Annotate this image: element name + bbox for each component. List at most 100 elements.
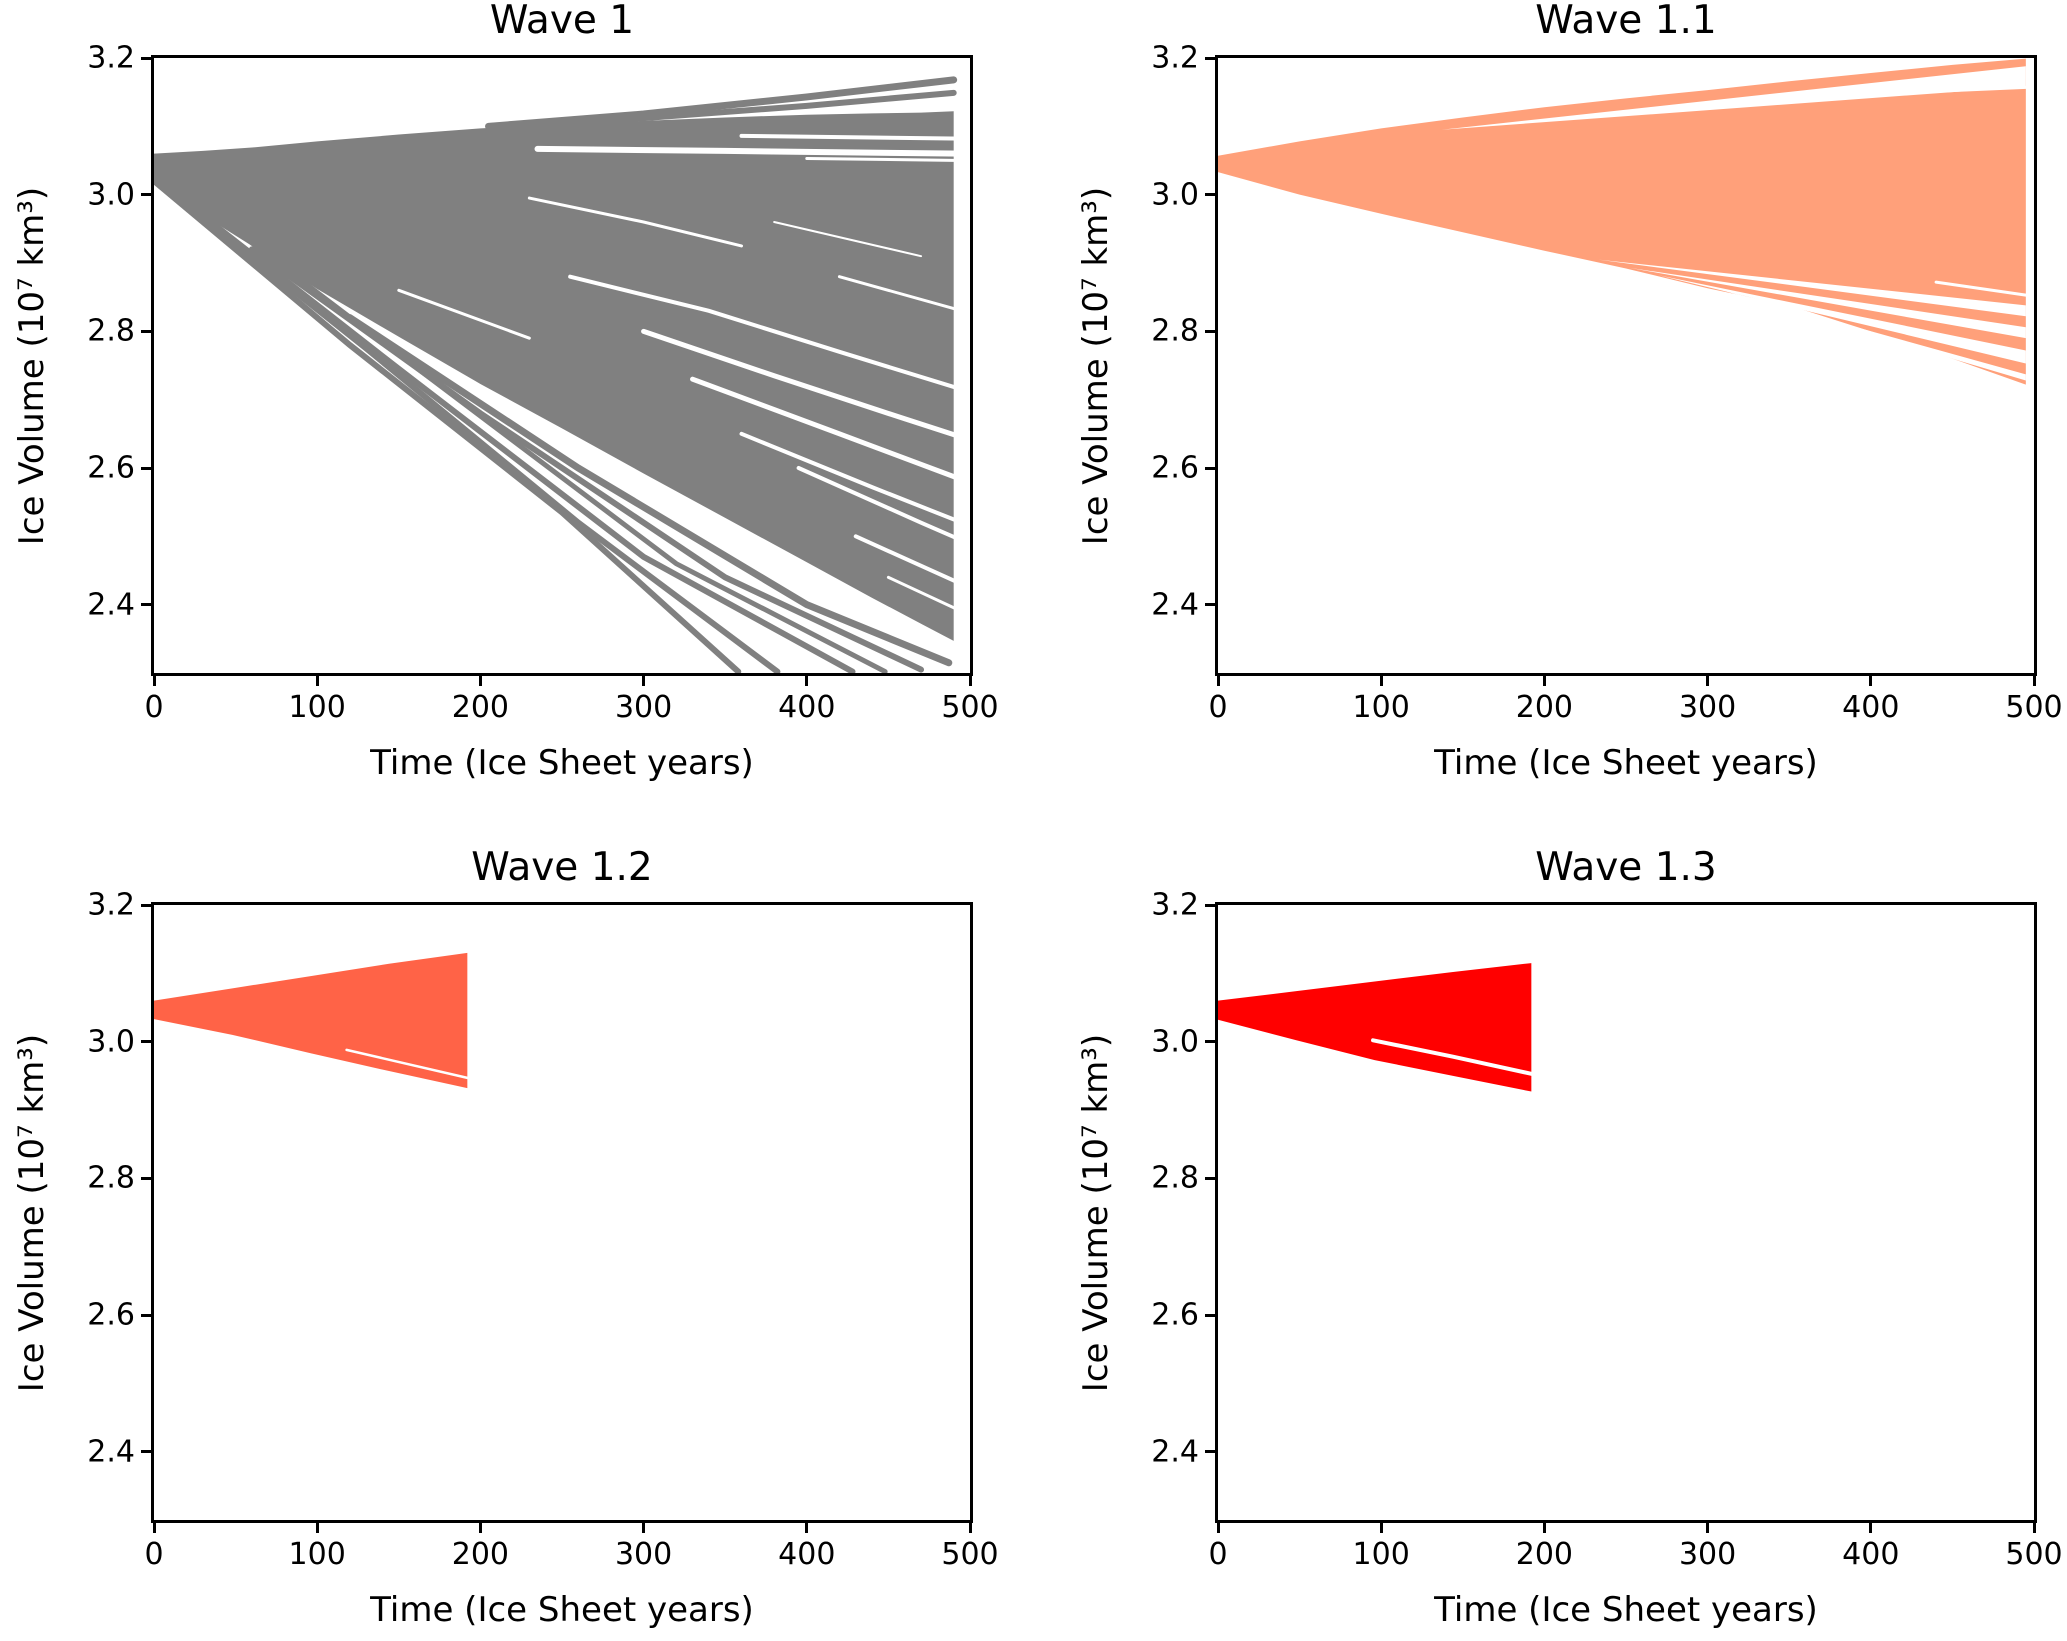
x-tick-label: 400 <box>1842 690 1900 725</box>
y-tick-label: 3.2 <box>1151 887 1199 923</box>
y-tick <box>1205 1176 1215 1180</box>
trajectory-gap-line <box>534 145 965 157</box>
y-tick-label: 2.6 <box>1151 1297 1199 1333</box>
x-tick-label: 500 <box>941 1537 999 1572</box>
x-tick <box>1869 676 1873 686</box>
x-tick <box>968 676 972 686</box>
x-tick-label: 0 <box>1208 690 1228 725</box>
x-tick <box>805 676 809 686</box>
subplot-title: Wave 1.2 <box>471 845 653 890</box>
y-tick <box>1205 1040 1215 1044</box>
y-tick <box>141 603 151 607</box>
trajectory-gap-line <box>739 133 964 141</box>
trajectory-fan-plot <box>1218 58 2028 385</box>
y-tick <box>1205 56 1215 60</box>
y-tick-label: 2.8 <box>87 1160 135 1196</box>
x-tick-label: 200 <box>1515 690 1574 725</box>
subplot-title: Wave 1.3 <box>1535 845 1717 890</box>
trajectory-fan-plot <box>154 76 965 673</box>
x-tick <box>315 1523 319 1533</box>
ensemble-envelope <box>1218 58 2026 385</box>
y-tick <box>1205 329 1215 333</box>
y-tick <box>141 1313 151 1317</box>
trajectory-gap-line <box>1934 280 2028 297</box>
trajectory-gap-line <box>739 431 964 525</box>
x-tick <box>1542 1523 1546 1533</box>
y-tick-label: 3.0 <box>1151 1024 1199 1060</box>
x-tick-label: 100 <box>1352 690 1410 725</box>
x-tick <box>478 1523 482 1533</box>
x-tick-label: 100 <box>1352 1537 1410 1572</box>
x-tick <box>1379 676 1383 686</box>
trajectory-gap-line <box>853 534 964 587</box>
subplot-wave-1-1: Wave 1.1 Ice Volume (10⁷ km³) Time (Ice … <box>1076 0 2063 783</box>
y-tick <box>141 329 151 333</box>
trajectory-line <box>346 314 953 667</box>
x-tick-label: 500 <box>2005 1537 2063 1572</box>
x-tick-label: 200 <box>451 690 510 725</box>
x-tick-label: 0 <box>144 690 164 725</box>
y-tick <box>141 1176 151 1180</box>
x-tick <box>1869 1523 1873 1533</box>
y-tick-label: 3.2 <box>87 887 135 923</box>
x-tick-label: 400 <box>778 1537 836 1572</box>
x-tick <box>642 676 646 686</box>
trajectory-gap-line <box>397 288 531 340</box>
y-axis-label: Ice Volume (10⁷ km³) <box>1076 186 1116 545</box>
x-tick <box>2032 676 2036 686</box>
x-tick-label: 200 <box>451 1537 510 1572</box>
subplot-wave-1-3: Wave 1.3 Ice Volume (10⁷ km³) Time (Ice … <box>1076 846 2063 1630</box>
trajectory-gap-line <box>837 275 964 313</box>
y-tick <box>1205 466 1215 470</box>
y-tick <box>141 1040 151 1044</box>
trajectory-gap-line <box>527 196 744 248</box>
y-tick-label: 2.8 <box>87 313 135 349</box>
subplot-wave-1: Wave 1 Ice Volume (10⁷ km³) Time (Ice Sh… <box>12 0 999 783</box>
y-tick-label: 3.2 <box>1151 40 1199 76</box>
y-tick <box>141 56 151 60</box>
subplot-wave-1-2: Wave 1.2 Ice Volume (10⁷ km³) Time (Ice … <box>12 846 999 1630</box>
y-tick <box>1205 1450 1215 1454</box>
y-tick-label: 3.0 <box>1151 177 1199 213</box>
x-tick-label: 400 <box>1842 1537 1900 1572</box>
trajectory-line <box>167 178 888 673</box>
x-tick-label: 500 <box>2005 690 2063 725</box>
x-tick <box>968 1523 972 1533</box>
trajectory-gap <box>1658 275 2026 364</box>
x-tick-label: 0 <box>144 1537 164 1572</box>
y-tick-label: 3.2 <box>87 40 135 76</box>
subplot-title: Wave 1.1 <box>1535 0 1717 43</box>
x-tick <box>1379 1523 1383 1533</box>
y-axis-label: Ice Volume (10⁷ km³) <box>1076 1033 1116 1392</box>
y-tick-label: 2.8 <box>1151 1160 1199 1196</box>
subplot-title: Wave 1 <box>489 0 635 43</box>
trajectory-line <box>518 89 957 128</box>
trajectory-gap-line <box>886 575 964 613</box>
x-tick <box>642 1523 646 1533</box>
trajectory-gap-line <box>805 156 964 162</box>
x-tick-label: 200 <box>1515 1537 1574 1572</box>
y-tick-label: 2.4 <box>87 587 135 623</box>
x-tick <box>1216 676 1220 686</box>
x-tick-label: 300 <box>614 1537 673 1572</box>
x-tick-label: 300 <box>1678 690 1737 725</box>
y-tick <box>141 903 151 907</box>
x-tick-label: 400 <box>778 690 836 725</box>
y-tick-label: 2.4 <box>1151 1434 1199 1470</box>
trajectory-gap-line <box>773 221 923 258</box>
trajectory-gap-line <box>641 328 965 440</box>
x-axis-label: Time (Ice Sheet years) <box>1434 1590 1818 1630</box>
y-tick <box>141 466 151 470</box>
y-tick-label: 2.6 <box>87 450 135 486</box>
y-tick <box>1205 603 1215 607</box>
x-tick-label: 300 <box>614 690 673 725</box>
x-tick <box>1706 1523 1710 1533</box>
trajectory-line <box>154 174 856 673</box>
x-axis-label: Time (Ice Sheet years) <box>370 1590 754 1630</box>
x-tick <box>1216 1523 1220 1533</box>
trajectory-gap <box>1629 267 2026 339</box>
ensemble-envelope <box>154 952 468 1089</box>
y-tick-label: 3.0 <box>87 177 135 213</box>
x-tick <box>1706 676 1710 686</box>
